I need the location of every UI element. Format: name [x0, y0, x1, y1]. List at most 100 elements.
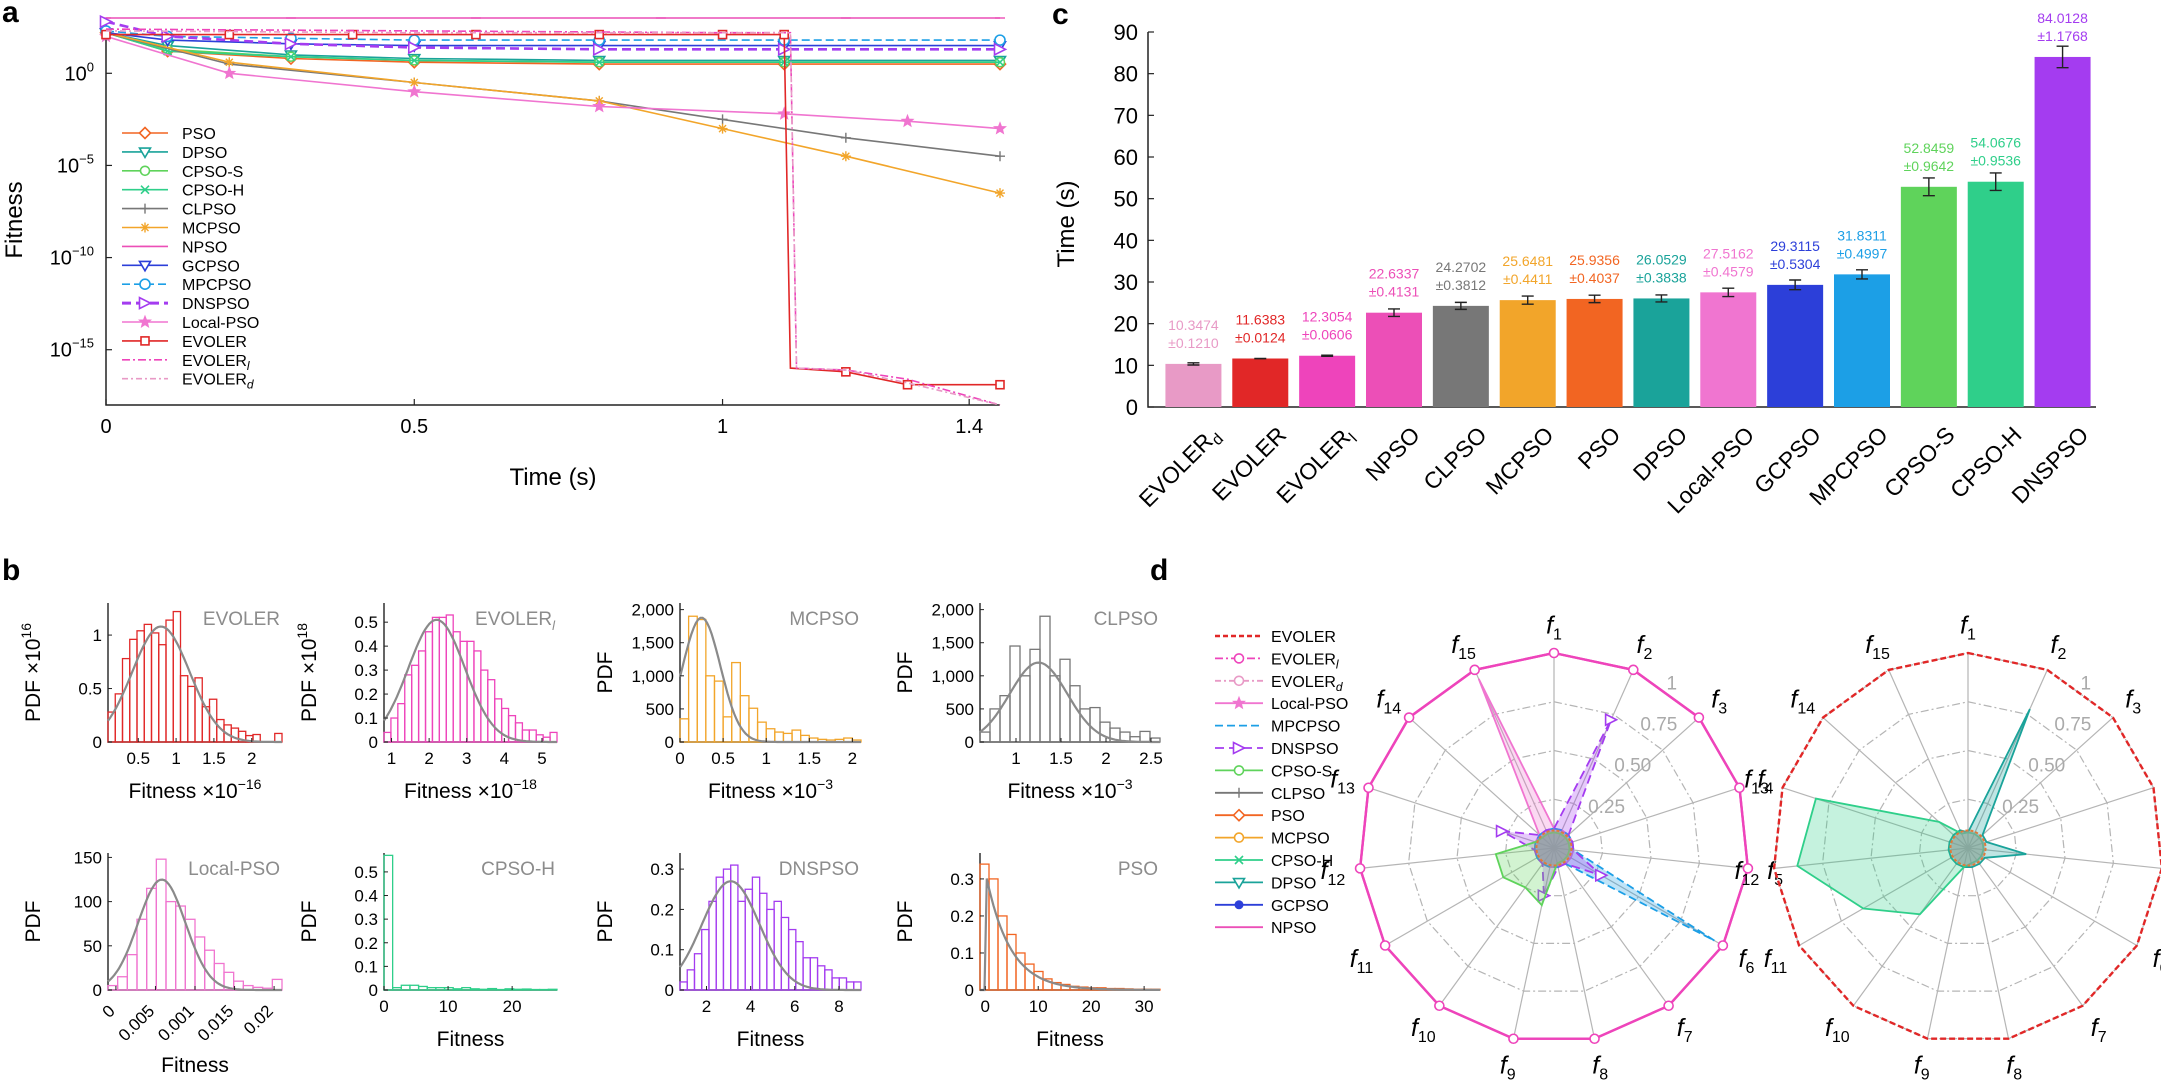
- panel-b-xtick-label: 2: [424, 749, 433, 768]
- axis-f: f: [1790, 685, 1800, 713]
- panel-c-category-label: PSO: [1573, 421, 1626, 474]
- panel-d-axis-label: f13: [1744, 765, 1769, 797]
- panel-a-point-CLPSO: [717, 114, 728, 125]
- panel-letter-b: b: [2, 554, 20, 587]
- panel-c-errorbar: [1321, 354, 1334, 357]
- panel-b-ytick-label: 50: [83, 937, 102, 956]
- panel-b-hist-bar-MCPSO: [756, 721, 767, 743]
- panel-d-radar-series-EVOLERl: [1358, 651, 1750, 1040]
- axis-index: 10: [1832, 1029, 1850, 1046]
- panel-c-errorbar: [1856, 269, 1868, 280]
- panel-b-hist-bar-EVOLERl: [424, 631, 434, 743]
- panel-d-legend-marker: [1233, 653, 1245, 664]
- panel-a-legend-marker: [140, 336, 150, 346]
- ytick-base: 10: [57, 155, 79, 177]
- panel-b-hist-bar-Local-PSO: [184, 918, 196, 991]
- panel-b-hist-bar-CPSO-H: [426, 986, 437, 991]
- axis-index: 14: [1797, 700, 1815, 717]
- panel-letter-d: d: [1150, 554, 1168, 587]
- panel-d-legend-label: MPCPSO: [1271, 719, 1340, 736]
- panel-d-radar-point: [1594, 868, 1609, 883]
- panel-c-errorbar: [1588, 294, 1601, 304]
- panel-c-ytick-label: 60: [1114, 145, 1138, 170]
- panel-d-radar-spoke: [1553, 847, 1748, 869]
- ylabel-text: PDF: [894, 652, 917, 694]
- panel-d-radial-tick: 0.25: [2002, 797, 2039, 818]
- panel-a-point-CPSO-H: [409, 55, 419, 65]
- legend-name: CPSO-H: [1271, 853, 1333, 870]
- panel-a-ytick-label: 10−10: [50, 244, 94, 270]
- panel-d-axis-label: f13: [1330, 765, 1355, 797]
- panel-c-error-label: ±0.1210: [1168, 335, 1219, 351]
- panel-b-ylabel: PDF: [894, 652, 917, 694]
- panel-d-radar-point: [1742, 863, 1754, 874]
- panel-b-hist-title: Local-PSO: [188, 859, 280, 880]
- ylabel-text: PDF: [594, 901, 617, 943]
- xlabel-text: Fitness: [437, 1028, 505, 1051]
- panel-d-radial-tick: 0.75: [2054, 715, 2091, 736]
- legend-name: MCPSO: [1271, 831, 1330, 848]
- panel-c-value-label: 25.6481: [1502, 253, 1553, 269]
- panel-b-xlabel: Fitness: [161, 1054, 229, 1077]
- panel-b-hist-bar-EVOLER: [158, 644, 167, 743]
- panel-d-axis-label: f12: [1321, 857, 1346, 889]
- panel-d-radar-point: [1734, 782, 1745, 794]
- axis-f: f: [2050, 631, 2060, 659]
- legend-sub: l: [247, 359, 250, 373]
- panel-b-ylabel: PDF: [22, 901, 45, 943]
- panel-b-ytick-label: 0.2: [950, 907, 974, 926]
- panel-b-xtick-label: 0.5: [711, 749, 735, 768]
- panel-d-radar-spoke: [1474, 669, 1555, 849]
- panel-b-hist-title: DNSPSO: [779, 859, 859, 880]
- panel-a-legend-marker: [140, 222, 150, 233]
- panel-b-ylabel: PDF ×1016: [18, 623, 45, 722]
- panel-d-axis-label: f14: [1376, 685, 1401, 717]
- panel-a-point-MCPSO: [224, 57, 235, 68]
- axis-f: f: [1350, 945, 1360, 973]
- axis-index: 3: [1718, 700, 1727, 717]
- panel-d-radial-tick: 0.75: [1640, 715, 1677, 736]
- axis-f: f: [1711, 685, 1721, 713]
- legend-name: CPSO-H: [182, 183, 244, 200]
- axis-f: f: [1677, 1014, 1687, 1042]
- panel-a-point-Local-PSO: [777, 106, 792, 120]
- panel-b-ytick-label: 0.5: [354, 863, 378, 882]
- panel-b-ytick-label: 500: [646, 700, 674, 719]
- xlabel-sup: −3: [817, 776, 833, 792]
- panel-d-radar-spoke: [1798, 847, 1969, 947]
- panel-c-error-label: ±0.4131: [1369, 284, 1420, 300]
- panel-d-radar-spoke: [1967, 847, 2084, 1007]
- panel-b-hist-bar-Local-PSO: [165, 900, 177, 991]
- panel-b-xtick-label: 2.5: [1139, 749, 1163, 768]
- axis-index: 11: [1771, 960, 1788, 977]
- panel-a-point-DNSPSO: [161, 29, 175, 44]
- panel-b-hist-bar-EVOLER: [121, 657, 131, 743]
- legend-sub: d: [1336, 680, 1343, 694]
- panel-d-legend-label: CPSO-H: [1271, 853, 1333, 870]
- panel-b-hist-bar-MCPSO: [791, 729, 802, 743]
- panel-c-category-label: DPSO: [1628, 421, 1692, 485]
- panel-d-radar-spoke: [1822, 717, 1969, 849]
- panel-c-error-label: ±0.4579: [1703, 263, 1754, 279]
- panel-d-axis-label: f6: [1739, 945, 1755, 977]
- ytick-exp: −10: [72, 244, 94, 259]
- panel-b-hist-bar-DNSPSO: [845, 981, 855, 991]
- panel-a-legend-label: MPCPSO: [182, 277, 251, 294]
- panel-c-error-label: ±0.9642: [1904, 158, 1955, 174]
- panel-d-radar-point: [1604, 712, 1619, 727]
- panel-d-legend-marker: [1233, 765, 1245, 776]
- category-name: EVOLER: [1134, 428, 1218, 512]
- panel-d-legend-label: CLPSO: [1271, 786, 1325, 803]
- panel-b-hist-bar-CLPSO: [979, 731, 991, 743]
- axis-index: 7: [2098, 1029, 2107, 1046]
- panel-b-hist-bar-EVOLERl: [438, 616, 447, 743]
- panel-b-hist-bar-CLPSO: [989, 708, 1001, 743]
- panel-b-ylabel: PDF ×1018: [294, 623, 321, 722]
- panel-b-xtick-label: 20: [503, 997, 522, 1016]
- panel-a-point-EVOLER: [779, 29, 790, 40]
- panel-d-radar-spoke: [1553, 847, 1670, 1007]
- panel-b-hist-title: EVOLERl: [475, 609, 556, 633]
- panel-b-hist-bar-DNSPSO: [838, 977, 848, 991]
- panel-d-radar-spoke: [1967, 787, 2154, 849]
- panel-b-hist-bar-CPSO-H: [435, 986, 446, 991]
